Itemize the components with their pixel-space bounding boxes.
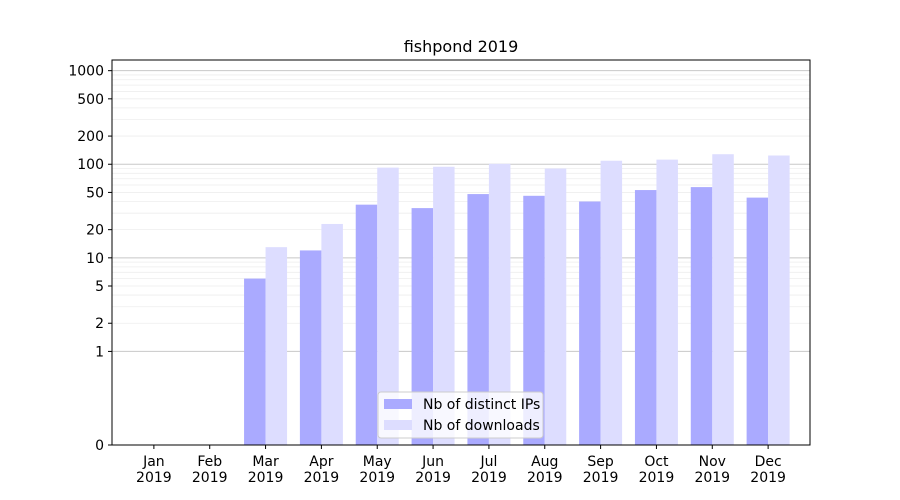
x-tick-label-month: Feb bbox=[197, 454, 222, 470]
x-tick-label-year: 2019 bbox=[136, 470, 172, 486]
bar-ips bbox=[579, 201, 601, 445]
bar-ips bbox=[746, 197, 769, 445]
y-tick-label: 500 bbox=[77, 92, 104, 108]
bar-ips bbox=[299, 250, 322, 445]
legend-label: Nb of distinct IPs bbox=[423, 397, 540, 413]
bars bbox=[244, 154, 790, 446]
y-tick-label: 5 bbox=[95, 279, 104, 295]
x-tick-label-month: Dec bbox=[755, 454, 782, 470]
x-tick-label-year: 2019 bbox=[192, 470, 228, 486]
x-tick-label-year: 2019 bbox=[359, 470, 395, 486]
x-tick-label-year: 2019 bbox=[415, 470, 451, 486]
x-tick-label-month: Jan bbox=[142, 454, 165, 470]
x-tick-label-month: Jun bbox=[421, 454, 444, 470]
x-tick-label-year: 2019 bbox=[639, 470, 675, 486]
y-tick-label: 1000 bbox=[68, 64, 104, 80]
bar-downloads bbox=[656, 159, 678, 445]
x-tick-label-month: Nov bbox=[699, 454, 726, 470]
bar-ips bbox=[523, 195, 545, 445]
y-axis-ticks: 0 1 2 5 10 20 50 100 200 500 1000 bbox=[68, 64, 112, 454]
x-tick-label-year: 2019 bbox=[304, 470, 340, 486]
x-tick-label-month: Oct bbox=[644, 454, 669, 470]
plot-frame bbox=[111, 59, 811, 446]
y-tick-label: 200 bbox=[77, 129, 104, 145]
legend-swatch bbox=[384, 420, 412, 430]
bar-ips bbox=[411, 208, 434, 445]
x-tick-label-month: Aug bbox=[531, 454, 558, 470]
bar-downloads bbox=[321, 223, 343, 445]
y-tick-label: 2 bbox=[95, 316, 104, 332]
bar-downloads bbox=[433, 166, 455, 446]
x-tick-label-year: 2019 bbox=[471, 470, 507, 486]
y-tick-label: 10 bbox=[86, 251, 104, 267]
bar-downloads bbox=[712, 154, 734, 446]
x-tick-label-year: 2019 bbox=[694, 470, 730, 486]
legend: Nb of distinct IPs Nb of downloads bbox=[377, 391, 544, 439]
bar-ips bbox=[634, 190, 657, 445]
bar-downloads bbox=[768, 155, 790, 445]
x-tick-label-year: 2019 bbox=[527, 470, 563, 486]
x-tick-label-year: 2019 bbox=[583, 470, 619, 486]
bar-ips bbox=[690, 187, 713, 445]
y-tick-label: 20 bbox=[86, 223, 104, 239]
x-axis-ticks: Jan2019Feb2019Mar2019Apr2019May2019Jun20… bbox=[136, 445, 786, 486]
x-tick-label-year: 2019 bbox=[248, 470, 284, 486]
axes bbox=[111, 59, 811, 446]
y-tick-label: 1 bbox=[95, 344, 104, 360]
y-tick-label: 50 bbox=[86, 185, 104, 201]
bar-downloads bbox=[544, 168, 567, 445]
x-tick-label-month: Apr bbox=[309, 454, 333, 470]
bar-ips bbox=[467, 194, 489, 445]
bar-downloads bbox=[600, 160, 623, 446]
x-tick-label-month: May bbox=[363, 454, 392, 470]
x-tick-label-year: 2019 bbox=[750, 470, 786, 486]
y-tick-label: 100 bbox=[77, 157, 104, 173]
bar-downloads bbox=[488, 163, 511, 445]
bar-ips bbox=[355, 204, 378, 445]
legend-box bbox=[377, 391, 544, 439]
legend-swatch bbox=[384, 399, 412, 409]
bar-downloads bbox=[377, 167, 399, 445]
x-tick-label-month: Mar bbox=[252, 454, 279, 470]
chart-title: fishpond 2019 bbox=[404, 37, 519, 56]
x-tick-label-month: Jul bbox=[479, 454, 497, 470]
legend-label: Nb of downloads bbox=[423, 418, 540, 434]
y-tick-label: 0 bbox=[95, 438, 104, 454]
bar-ips bbox=[244, 278, 266, 445]
bar-downloads bbox=[265, 247, 288, 445]
x-tick-label-month: Sep bbox=[587, 454, 614, 470]
